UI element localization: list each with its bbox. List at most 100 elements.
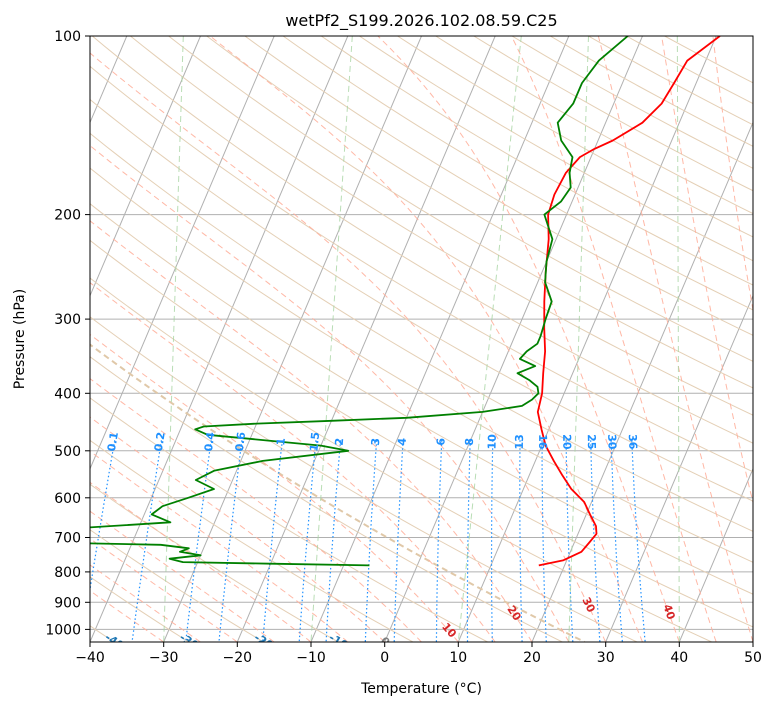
mixing-ratio-line [298, 440, 317, 642]
dry-adiabat-line [359, 36, 753, 262]
dry-adiabat-line [588, 36, 753, 126]
moist-adiabat-line [90, 537, 238, 642]
moist-adiabat-line [90, 333, 459, 642]
dry-adiabat-line [90, 239, 753, 628]
moist-adiabat-line [712, 36, 753, 313]
x-axis-label: Temperature (°C) [360, 681, 482, 697]
moist-adiabat-line [511, 36, 717, 642]
dry-adiabat-line [511, 36, 753, 169]
chart-title: wetPf2_S199.2026.102.08.59.C25 [285, 11, 557, 31]
mixing-ratio-label: 13 [513, 434, 526, 449]
mixing-ratio-line [631, 440, 646, 642]
mixing-ratio-label: 0.1 [105, 431, 121, 452]
dry-adiabat-line [90, 483, 339, 642]
mixing-ratio-line [590, 440, 601, 642]
isotherm-gridline [163, 36, 422, 642]
moist-adiabat-label: 30 [579, 595, 598, 615]
mixing-ratio-line [218, 440, 243, 642]
moist-adiabat-line [377, 36, 680, 642]
moist-adiabat-label: 40 [660, 603, 678, 622]
dry-adiabat-line [90, 167, 753, 563]
mixing-ratio-line [435, 440, 443, 642]
moist-adiabat-line [90, 564, 201, 642]
moist-adiabat-line [90, 378, 422, 642]
mixing-ratio-line [490, 440, 494, 642]
mixing-ratio-line [185, 440, 212, 642]
dry-adiabat-line [244, 36, 753, 336]
moist-adiabat-label: 0 [378, 634, 393, 649]
mixing-ratio-label: 30 [605, 434, 619, 450]
dry-adiabat-line [90, 277, 712, 642]
dewpoint-trace [90, 36, 629, 567]
temperature-trace [536, 36, 721, 567]
x-tick-label: −10 [296, 650, 326, 666]
moist-adiabat-line [90, 450, 349, 642]
dry-adiabat-line [91, 36, 753, 444]
dry-adiabat-line [282, 36, 753, 311]
reference-curve-line [163, 36, 184, 642]
mixing-ratio-label: 1 [274, 437, 288, 446]
moist-adiabat-line [209, 36, 643, 642]
moist-adiabat-line [90, 52, 607, 642]
plot-frame [89, 35, 754, 643]
dry-adiabat-line [320, 36, 753, 286]
y-tick-label: 1000 [45, 622, 81, 638]
isotherm-gridline [605, 294, 753, 642]
mixing-ratio-label: 2 [333, 437, 347, 446]
moist-adiabat-line [90, 481, 312, 642]
y-tick-label: 800 [54, 565, 81, 581]
x-tick-label: 50 [744, 650, 762, 666]
y-tick-label: 100 [54, 29, 81, 45]
mixing-ratio-line [610, 440, 623, 642]
mixing-ratio-label: 3 [369, 437, 383, 446]
isotherm-gridline [90, 36, 275, 471]
axes: −40 −30 −20 −10 0 10 20 30 40 5010020030040050060… [45, 29, 762, 666]
y-tick-label: 400 [54, 386, 81, 402]
y-tick-label: 500 [54, 444, 81, 460]
isotherm-gridline [236, 36, 496, 642]
moist-adiabat-line [90, 282, 496, 642]
dry-adiabat-reference-line [90, 343, 586, 642]
mixing-ratio-line [262, 440, 283, 642]
mixing-ratio-label: 0.2 [152, 431, 168, 452]
reference-curve-line [568, 36, 589, 642]
mixing-ratio-label: 4 [395, 437, 408, 446]
isotherm-gridline [457, 36, 717, 642]
moist-adiabat-line [90, 220, 533, 642]
x-tick-label: −20 [223, 650, 253, 666]
dry-adiabat-line [90, 397, 488, 642]
isotherm-gridline [752, 640, 753, 642]
moist-adiabat-line [661, 36, 753, 505]
y-tick-label: 700 [54, 531, 81, 547]
dry-adiabat-label: -40 [103, 631, 127, 653]
dry-adiabat-line [90, 529, 264, 642]
isotherm-gridline [90, 36, 349, 642]
mixing-ratio-label: 0.6 [233, 431, 248, 452]
mixing-ratio-line [519, 440, 523, 642]
dry-adiabat-line [90, 439, 414, 642]
mixing-ratio-label: 1.5 [307, 431, 322, 452]
mixing-ratio-line [466, 440, 471, 642]
mixing-ratio-line [364, 440, 378, 642]
dry-adiabat-line [90, 316, 638, 642]
reference-curve-line [676, 36, 680, 642]
y-tick-label: 300 [54, 312, 81, 328]
moist-adiabat-line [90, 590, 164, 642]
moist-adiabat-line [597, 36, 753, 642]
y-tick-label: 200 [54, 208, 81, 224]
mixing-ratio-line [325, 440, 342, 642]
x-tick-label: 0 [380, 650, 389, 666]
plot-area [90, 36, 753, 642]
dry-adiabat-line [397, 36, 753, 238]
dry-adiabat-label: -10 [327, 631, 351, 652]
dry-adiabat-line [664, 36, 753, 84]
moist-adiabat-line [90, 145, 570, 642]
dry-adiabat-line [168, 36, 753, 389]
isotherm-gridline [384, 36, 643, 642]
mixing-ratio-line [541, 440, 547, 642]
y-tick-label: 600 [54, 491, 81, 507]
x-tick-label: −40 [75, 650, 105, 666]
isotherm-gridline [678, 467, 753, 642]
dry-adiabat-line [473, 36, 753, 192]
mixing-ratio-label: 20 [560, 434, 573, 450]
